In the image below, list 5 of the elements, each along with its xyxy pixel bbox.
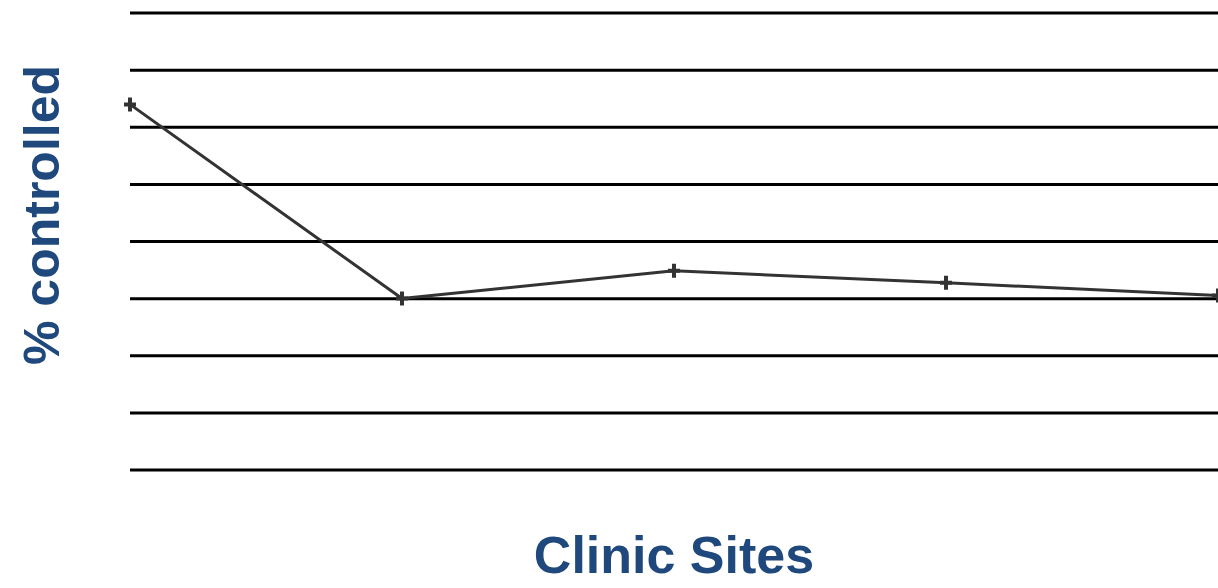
point bbox=[938, 273, 954, 292]
x-axis-title: Clinic Sites bbox=[532, 525, 816, 585]
point bbox=[394, 289, 410, 308]
point bbox=[666, 261, 682, 280]
y-axis-title: % controlled bbox=[13, 64, 71, 366]
